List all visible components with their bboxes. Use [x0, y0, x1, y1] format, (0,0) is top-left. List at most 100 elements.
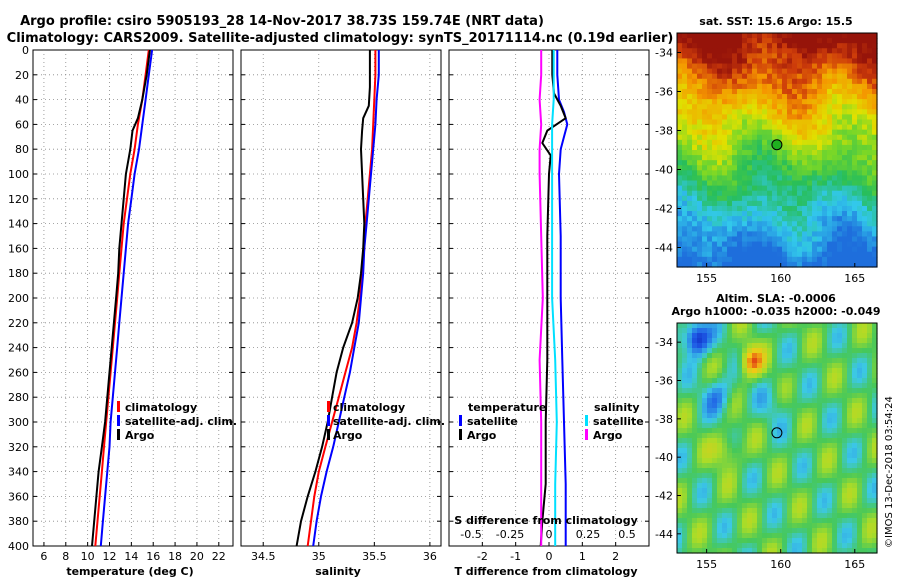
x-tick-label: 35.5 [362, 550, 387, 563]
map-cell [812, 109, 818, 115]
map-cell [747, 261, 753, 268]
map-cell [752, 180, 758, 187]
map-cell [802, 88, 808, 95]
map-cell [747, 185, 753, 192]
map-cell [807, 493, 813, 499]
map-cell [722, 503, 728, 509]
map-cell [787, 483, 793, 489]
map-cell [772, 124, 778, 131]
map-cell [757, 488, 763, 494]
map-cell [697, 373, 703, 379]
map-cell [802, 353, 808, 359]
map-cell [772, 43, 778, 49]
map-cell [697, 508, 703, 514]
map-cell [742, 256, 748, 263]
map-cell [767, 109, 773, 115]
map-cell [677, 478, 683, 484]
map-cell [747, 408, 753, 414]
map-cell [677, 368, 683, 374]
map-cell [737, 513, 743, 519]
map-cell [857, 251, 863, 258]
map-cell [837, 251, 843, 258]
map-cell [772, 518, 778, 524]
map-cell [872, 205, 878, 212]
map-cell [692, 408, 698, 414]
map-cell [782, 498, 788, 504]
map-cell [867, 368, 873, 374]
map-cell [867, 478, 873, 484]
map-cell [737, 538, 743, 544]
map-cell [792, 160, 798, 166]
map-cell [737, 200, 743, 207]
map-cell [792, 231, 798, 238]
map-cell [682, 333, 688, 339]
map-cell [777, 328, 783, 334]
map-cell [762, 251, 768, 258]
map-cell [722, 144, 728, 151]
map-cell [702, 463, 708, 469]
map-cell [712, 358, 718, 364]
map-cell [767, 205, 773, 212]
map-cell [872, 33, 878, 39]
map-cell [717, 508, 723, 514]
map-cell [867, 498, 873, 504]
map-cell [827, 443, 833, 449]
map-cell [872, 155, 878, 161]
map-cell [692, 63, 698, 70]
map-cell [822, 433, 828, 439]
map-cell [757, 124, 763, 131]
map-cell [682, 473, 688, 479]
map-cell [792, 261, 798, 268]
map-cell [777, 448, 783, 454]
map-cell [742, 458, 748, 464]
map-cell [817, 328, 823, 334]
map-cell [862, 83, 868, 90]
map-cell [697, 160, 703, 166]
map-cell [867, 241, 873, 248]
map-cell [862, 241, 868, 248]
map-cell [802, 518, 808, 524]
map-cell [767, 251, 773, 258]
map-cell [817, 508, 823, 514]
map-cell [827, 348, 833, 354]
map-cell [682, 528, 688, 534]
map-cell [687, 378, 693, 384]
map-cell [742, 518, 748, 524]
map-cell [827, 134, 833, 141]
map-cell [687, 443, 693, 449]
map-cell [817, 498, 823, 504]
map-cell [817, 373, 823, 379]
map-cell [822, 518, 828, 524]
map-cell [702, 528, 708, 534]
map-cell [727, 503, 733, 509]
map-cell [777, 119, 783, 126]
map-cell [867, 393, 873, 399]
map-cell [777, 443, 783, 449]
map-cell [782, 99, 788, 105]
map-cell [872, 43, 878, 49]
map-cell [807, 43, 813, 49]
map-cell [727, 33, 733, 39]
map-cell [862, 463, 868, 469]
map-cell [677, 373, 683, 379]
map-cell [822, 478, 828, 484]
map-cell [792, 200, 798, 207]
map-cell [872, 246, 878, 253]
map-cell [837, 463, 843, 469]
map-cell [757, 323, 763, 329]
map-cell [822, 48, 828, 54]
map-cell [742, 261, 748, 268]
map-cell [697, 200, 703, 207]
map-cell [777, 175, 783, 182]
sla-map-title-1: Altim. SLA: -0.0006 [716, 292, 836, 305]
map-cell [787, 195, 793, 202]
map-cell [787, 78, 793, 85]
map-cell [727, 378, 733, 384]
temperature-lines [91, 49, 154, 547]
lat-tick-label: -34 [655, 336, 673, 349]
map-cell [827, 53, 833, 60]
map-cell [727, 363, 733, 369]
map-cell [712, 488, 718, 494]
map-cell [702, 353, 708, 359]
map-cell [677, 433, 683, 439]
